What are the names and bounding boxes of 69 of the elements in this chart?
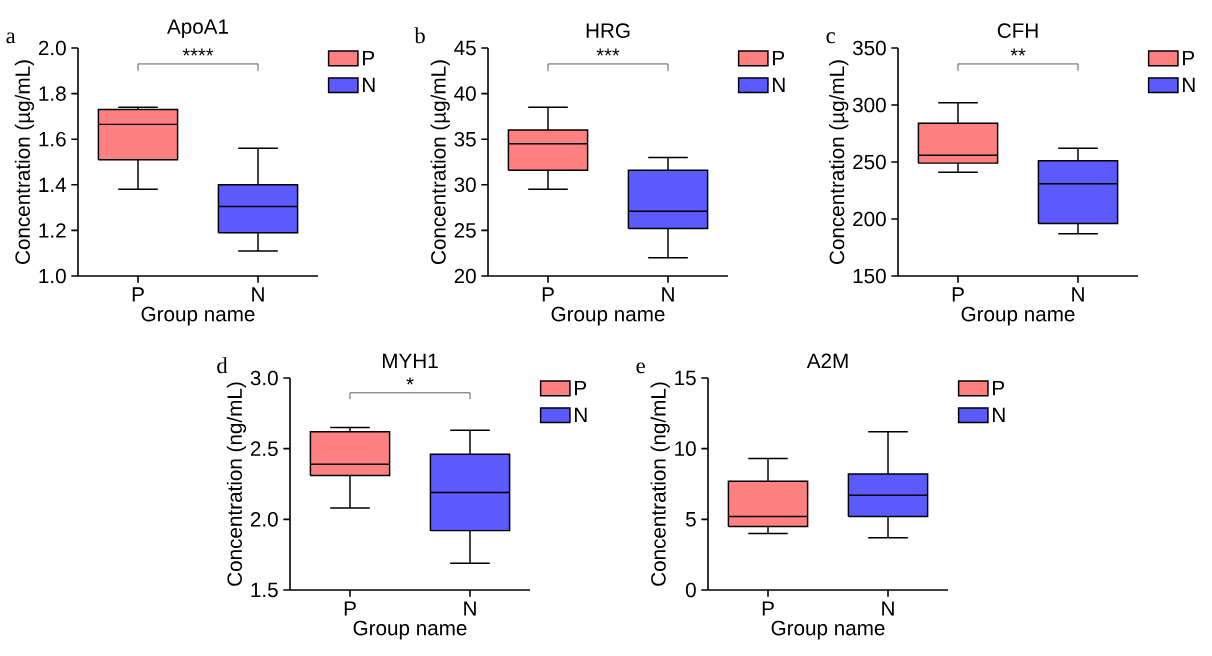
legend-label: P xyxy=(993,380,1005,396)
annotation: *** xyxy=(596,48,620,56)
y-axis-title: Concentration (µg/mL) xyxy=(14,60,35,264)
x-tick-label: N xyxy=(252,287,264,302)
legend-label: N xyxy=(773,77,785,93)
legend-label: N xyxy=(993,407,1005,423)
y-axis-title: Concentration (µg/mL) xyxy=(430,60,450,264)
x-axis-title: Group name xyxy=(551,306,665,326)
y-axis-title: Concentration (µg/mL) xyxy=(829,60,849,264)
annotation: ** xyxy=(1010,48,1026,56)
x-tick-label: N xyxy=(882,601,894,616)
y-tick-label: 15 xyxy=(675,370,696,386)
y-axis-title: Concentration (ng/mL) xyxy=(650,382,670,586)
legend-label: N xyxy=(1183,77,1195,93)
x-tick-label: P xyxy=(542,287,554,302)
y-tick-label: 2.0 xyxy=(250,512,278,527)
legend-label: N xyxy=(575,407,587,423)
y-tick-label: 45 xyxy=(454,40,476,56)
y-tick-label: 35 xyxy=(454,131,476,147)
text: c xyxy=(826,32,836,44)
x-tick-label: N xyxy=(662,287,674,302)
y-tick-label: 1.5 xyxy=(251,582,278,598)
chart-title: ApoA1 xyxy=(167,19,228,38)
y-tick-label: 30 xyxy=(454,177,476,193)
x-axis-title: Group name xyxy=(141,306,255,326)
legend-label: P xyxy=(1183,50,1195,66)
y-tick-label: 150 xyxy=(853,268,886,284)
x-tick-label: P xyxy=(762,601,774,616)
x-tick-label: P xyxy=(952,287,964,302)
y-tick-label: 1.2 xyxy=(39,223,66,238)
x-tick-label: P xyxy=(344,601,356,616)
y-tick-label: 40 xyxy=(454,86,476,101)
y-tick-label: 3.0 xyxy=(250,370,278,386)
y-axis-title: Concentration (ng/mL) xyxy=(226,382,247,586)
y-tick-label: 200 xyxy=(853,211,886,227)
y-tick-label: 1.6 xyxy=(39,131,66,147)
y-tick-label: 25 xyxy=(454,223,476,238)
y-tick-label: 300 xyxy=(852,97,886,113)
chart-title: MYH1 xyxy=(382,353,438,368)
y-tick-label: 1.4 xyxy=(39,177,67,192)
y-tick-label: 250 xyxy=(853,154,886,170)
y-tick-label: 2.5 xyxy=(250,441,278,456)
text: d xyxy=(217,357,228,374)
y-tick-label: 1.0 xyxy=(39,268,66,284)
text: e xyxy=(636,362,645,374)
text: a xyxy=(6,32,16,44)
chart-title: A2M xyxy=(806,353,848,368)
x-tick-label: P xyxy=(132,287,144,302)
x-tick-label: N xyxy=(1072,287,1084,302)
y-tick-label: 10 xyxy=(675,441,696,456)
legend-label: N xyxy=(363,77,375,93)
legend-label: P xyxy=(363,50,375,66)
y-tick-label: 20 xyxy=(454,268,476,284)
x-tick-label: N xyxy=(464,601,476,616)
legend-label: P xyxy=(575,380,587,396)
y-tick-label: 1.8 xyxy=(39,86,66,101)
annotation: **** xyxy=(182,48,214,56)
y-tick-label: 0 xyxy=(685,582,696,598)
y-tick-label: 5 xyxy=(685,512,696,527)
x-axis-title: Group name xyxy=(353,620,467,640)
text: b xyxy=(414,27,425,44)
annotation: * xyxy=(406,377,414,385)
x-axis-title: Group name xyxy=(961,306,1075,326)
y-tick-label: 2.0 xyxy=(38,40,66,56)
chart-title: HRG xyxy=(586,23,630,38)
chart-title: CFH xyxy=(997,23,1038,38)
legend-label: P xyxy=(773,50,785,66)
x-axis-title: Group name xyxy=(771,620,885,640)
y-tick-label: 350 xyxy=(852,40,886,56)
